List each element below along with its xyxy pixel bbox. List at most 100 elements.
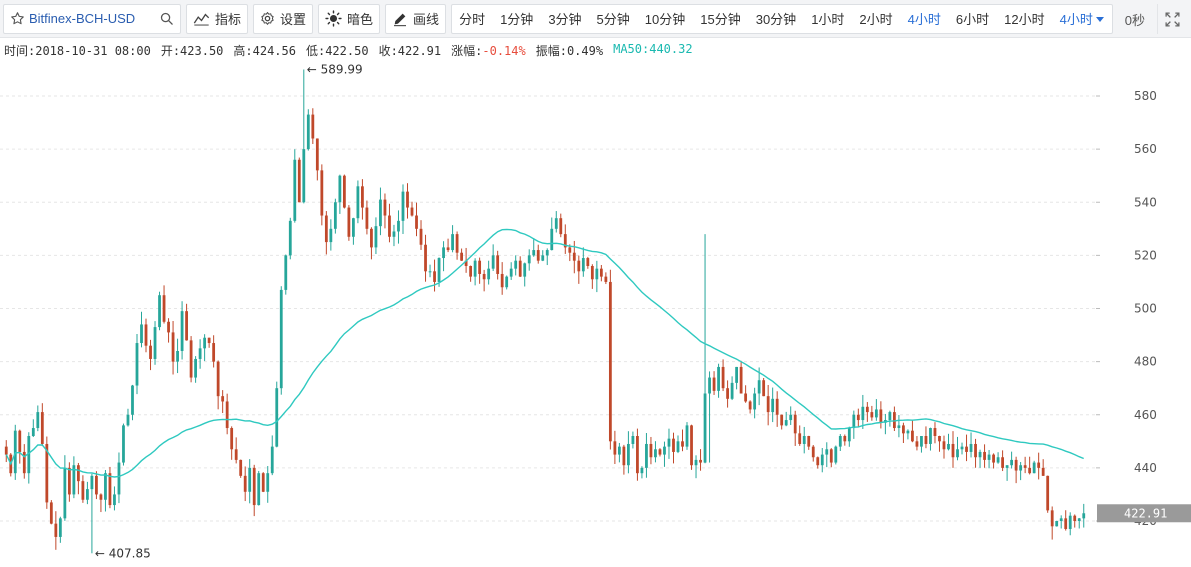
candle-body: [870, 412, 874, 418]
candle-body: [144, 324, 148, 346]
candle-body: [478, 260, 482, 274]
candle-body: [252, 467, 256, 506]
candle-body: [559, 218, 563, 235]
candle-body: [816, 457, 820, 466]
candle-body: [500, 273, 504, 288]
interval-tab[interactable]: 15分钟: [700, 12, 741, 27]
y-tick-label: 460: [1134, 408, 1157, 422]
candle-body: [942, 441, 946, 450]
interval-tab[interactable]: 分时: [459, 12, 486, 27]
candle-body: [86, 489, 89, 500]
candle-body: [122, 425, 125, 463]
indicators-button[interactable]: 指标: [186, 3, 249, 34]
candle-body: [311, 114, 315, 139]
candle-body: [929, 428, 932, 444]
candle-body: [992, 454, 995, 463]
candle-body: [189, 340, 193, 378]
candle-body: [45, 443, 49, 503]
info-change-label: 涨幅:: [451, 44, 483, 58]
candle-body: [1019, 465, 1023, 471]
symbol-search[interactable]: Bitfinex-BCH-USD: [3, 3, 181, 34]
candle-body: [509, 268, 513, 277]
candle-body: [861, 406, 865, 421]
settings-button[interactable]: 设置: [253, 3, 314, 34]
candle-body: [1014, 459, 1018, 471]
candle-body: [198, 348, 202, 359]
candle-body: [419, 228, 423, 245]
info-open: 开:423.50: [160, 44, 224, 58]
candle-body: [780, 414, 784, 426]
candle-body: [924, 436, 928, 444]
y-tick-label: 520: [1134, 248, 1157, 262]
candle-body: [415, 215, 418, 229]
y-tick-label: 440: [1134, 461, 1157, 475]
interval-tab[interactable]: 4小时: [907, 12, 941, 27]
candle-body: [131, 385, 134, 415]
candle-body: [284, 255, 288, 290]
info-time: 时间:2018-10-31 08:00: [4, 44, 151, 58]
candle-body: [302, 149, 306, 203]
candle-body: [897, 425, 901, 429]
candle-body: [708, 377, 711, 394]
y-tick-label: 540: [1134, 195, 1157, 209]
candle-body: [216, 361, 220, 397]
candle-body: [685, 425, 689, 447]
max-price-label: ← 589.99: [307, 62, 363, 76]
candle-body: [915, 441, 919, 447]
interval-tab[interactable]: 6小时: [955, 12, 990, 27]
candle-body: [482, 273, 486, 280]
search-icon[interactable]: [159, 11, 174, 26]
candle-body: [153, 327, 157, 359]
candle-body: [523, 263, 527, 277]
candle-body: [590, 266, 594, 280]
draw-label: 画线: [413, 12, 440, 27]
draw-button[interactable]: 画线: [385, 3, 447, 34]
candle-body: [437, 258, 441, 282]
candle-body: [793, 414, 797, 434]
candle-body: [965, 446, 968, 452]
interval-tab[interactable]: 1小时: [811, 12, 845, 27]
candle-body: [176, 351, 179, 362]
candle-body: [920, 436, 923, 447]
candle-body: [442, 247, 445, 259]
interval-dropdown[interactable]: 4小时: [1053, 5, 1112, 33]
candle-body: [568, 247, 572, 253]
candle-body: [956, 449, 959, 458]
candle-body: [974, 443, 977, 458]
candle-body: [798, 433, 802, 444]
candle-body: [951, 443, 955, 458]
candle-body: [649, 443, 653, 458]
y-tick-label: 560: [1134, 142, 1157, 156]
candle-body: [631, 436, 635, 444]
candle-body: [586, 258, 590, 266]
candle-body: [194, 358, 198, 378]
interval-tab[interactable]: 1分钟: [500, 12, 534, 27]
candle-body: [933, 428, 937, 436]
candle-body: [383, 199, 387, 216]
info-low: 低:422.50: [305, 44, 369, 58]
candle-body: [978, 451, 982, 458]
candle-body: [113, 494, 116, 506]
candle-body: [397, 220, 400, 232]
interval-tab[interactable]: 12小时: [1004, 12, 1045, 27]
interval-tab[interactable]: 30分钟: [755, 12, 797, 27]
candle-body: [342, 175, 346, 208]
y-tick-label: 500: [1134, 302, 1157, 316]
theme-toggle[interactable]: 暗色: [318, 3, 381, 34]
interval-tab[interactable]: 5分钟: [596, 12, 630, 27]
theme-label: 暗色: [347, 12, 374, 27]
interval-tab[interactable]: 3分钟: [548, 12, 582, 27]
candle-body: [4, 446, 8, 455]
candlestick-chart[interactable]: 420440460480500520540560580← 589.99← 407…: [0, 62, 1191, 567]
fullscreen-icon: [1164, 11, 1181, 28]
fullscreen-button[interactable]: [1157, 4, 1187, 34]
candle-body: [1059, 518, 1063, 521]
interval-tab[interactable]: 10分钟: [644, 12, 686, 27]
candle-body: [293, 159, 297, 221]
star-icon[interactable]: [10, 11, 25, 26]
candle-body: [18, 430, 22, 452]
interval-tab[interactable]: 2小时: [859, 12, 893, 27]
candle-body: [379, 199, 382, 227]
candle-body: [902, 425, 905, 434]
candle-body: [1050, 510, 1054, 527]
